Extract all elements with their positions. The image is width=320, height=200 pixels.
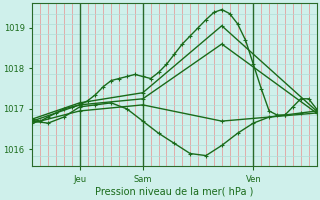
X-axis label: Pression niveau de la mer( hPa ): Pression niveau de la mer( hPa ) (95, 187, 253, 197)
